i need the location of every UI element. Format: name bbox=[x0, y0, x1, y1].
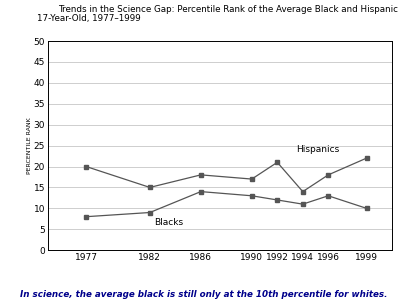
Text: Trends in the Science Gap: Percentile Rank of the Average Black and Hispanic: Trends in the Science Gap: Percentile Ra… bbox=[58, 5, 398, 14]
Text: In science, the average black is still only at the 10th percentile for whites.: In science, the average black is still o… bbox=[20, 290, 387, 299]
Text: Hispanics: Hispanics bbox=[296, 145, 340, 154]
Text: 17-Year-Old, 1977–1999: 17-Year-Old, 1977–1999 bbox=[37, 14, 140, 23]
Y-axis label: PERCENTILE RANK: PERCENTILE RANK bbox=[27, 117, 32, 174]
Text: Blacks: Blacks bbox=[154, 218, 183, 227]
